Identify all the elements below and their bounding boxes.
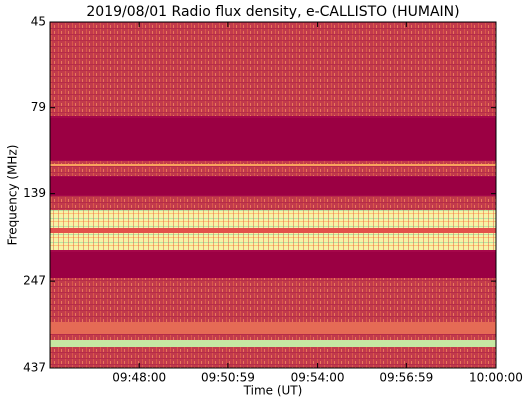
y-tick-label: 79	[31, 100, 46, 114]
x-tick-label: 10:00:00	[469, 371, 523, 385]
x-tick-label: 09:50:59	[201, 371, 255, 385]
y-tick-label: 45	[31, 15, 46, 29]
y-tick-label: 437	[23, 361, 46, 375]
x-axis-label: Time (UT)	[243, 384, 303, 398]
x-tick-label: 09:54:00	[291, 371, 345, 385]
chart-title: 2019/08/01 Radio flux density, e-CALLIST…	[86, 4, 459, 20]
y-tick-label: 247	[23, 274, 46, 288]
heatmap	[50, 22, 496, 368]
y-axis-label: Frequency (MHz)	[6, 145, 20, 246]
x-tick-label: 09:48:00	[112, 371, 166, 385]
x-tick-label: 09:56:59	[379, 371, 433, 385]
y-tick-label: 139	[23, 186, 46, 200]
plot-frame	[49, 21, 497, 369]
